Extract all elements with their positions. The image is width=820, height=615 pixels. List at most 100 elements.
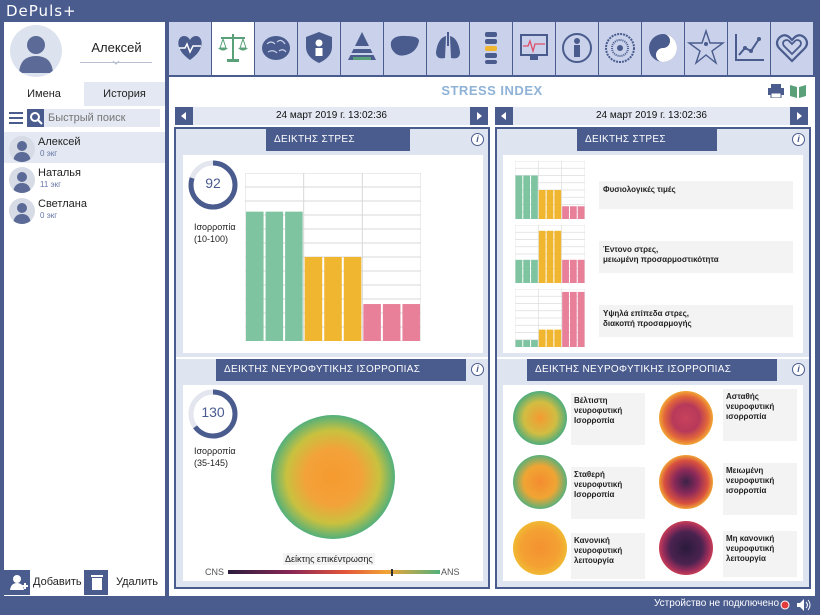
ecg-monitor-icon [520,34,548,60]
delete-button[interactable]: Удалить [108,570,165,595]
toolbar-button-yin-yang[interactable] [642,22,684,75]
toolbar-button-heart-pulse[interactable] [169,22,211,75]
toolbar-button-brain[interactable] [255,22,297,75]
chevron-left-icon [501,112,506,120]
mini-bar [569,206,577,219]
balance-body: 130 Ισορροπία (35-145) Δείκτης επικέντρωσ… [183,385,483,581]
toolbar-button-body[interactable] [556,22,598,75]
print-icon[interactable] [768,84,784,98]
bar-7 [363,304,381,341]
toolbar-button-spine[interactable] [470,22,512,75]
date-label: 24 март 2019 г. 13:02:36 [596,110,707,121]
prev-button[interactable] [495,107,513,125]
list-item[interactable]: Наталья 11 экг [4,163,165,194]
pyramid-icon [348,32,376,60]
bar-2 [265,211,284,341]
legend-text: Μη κανονική νευροφυτική λειτουργία [723,531,797,577]
bar-3 [285,211,303,341]
toolbar-button-shield-person[interactable] [298,22,340,75]
balance-value: 130 [201,404,225,420]
stress-legend-body: Φυσιολογικές τιμές Έντονο στρες, μειωμένη… [503,155,803,353]
avatar [9,167,35,193]
mini-bar [554,329,562,347]
search-input[interactable] [44,109,160,127]
legend-text: Υψηλά επίπεδα στρες, διακοπή προσαρμογής [599,305,793,337]
toolbar-button-ecg-monitor[interactable] [513,22,555,75]
stress-legend-header: ΔΕΙΚΤΗΣ ΣΤΡΕΣ [577,129,717,151]
menu-icon[interactable] [9,112,23,124]
next-button[interactable] [470,107,488,125]
body-icon [562,33,592,63]
chevron-right-icon [477,112,482,120]
tab-names[interactable]: Имена [4,82,84,106]
patient-ecg-count: 11 экг [40,180,62,189]
toolbar-button-scales[interactable] [212,22,254,75]
mini-bar [515,259,523,283]
status-dot-icon [780,600,790,610]
mini-chart-very-high [515,289,585,347]
legend-text: Μειωμένη νευροφυτική ισορροπία [723,463,797,515]
patient-ecg-count: 0 экг [40,211,58,220]
stress-section: ΔΕΙΚΤΗΣ ΣΤΡΕΣ i 92 Ισορροπία (10-100) [176,129,488,357]
avatar[interactable] [10,25,62,77]
list-item[interactable]: Светлана 0 экг [4,194,165,225]
mini-bar [538,230,546,283]
book-icon[interactable] [790,84,806,98]
toolbar-button-lungs[interactable] [427,22,469,75]
bar-9 [402,304,420,341]
info-icon[interactable]: i [792,363,805,376]
info-icon[interactable]: i [792,133,805,146]
mini-bar [531,340,538,347]
toolbar-button-heart-logo[interactable] [771,22,813,75]
mini-bar [546,329,554,347]
mini-bar [569,291,577,347]
search-button[interactable] [27,109,45,127]
right-legend-panel: ΔΕΙΚΤΗΣ ΣΤΡΕΣ i Φυσιολογικές τιμές Έντον… [495,127,811,589]
stress-value: 92 [205,175,221,191]
legend-text: Κανονική νευροφυτική λειτουργία [571,533,645,579]
add-user-icon[interactable] [6,570,30,595]
mini-bar [562,206,569,219]
info-icon[interactable]: i [471,363,484,376]
mini-bar [523,175,531,219]
list-item[interactable]: Алексей 0 экг [4,132,165,163]
next-button[interactable] [790,107,808,125]
heart-pulse-icon [178,36,202,60]
legend-circle-unstable [659,391,713,445]
info-icon[interactable]: i [471,133,484,146]
patient-name: Светлана [38,198,87,210]
tab-history[interactable]: История [84,82,165,106]
mini-chart-high [515,225,585,283]
toolbar-button-trend-chart[interactable] [728,22,770,75]
add-button[interactable]: Добавить [30,570,84,595]
user-name: Алексей [91,40,142,55]
tab-row: Имена История [4,82,165,106]
toolbar-button-mandala[interactable] [599,22,641,75]
user-box: Алексей [4,22,165,78]
speaker-icon[interactable] [796,598,812,612]
trend-chart-icon [735,34,764,61]
toolbar-button-liver[interactable] [384,22,426,75]
prev-button[interactable] [175,107,193,125]
toolbar-button-star-figure[interactable] [685,22,727,75]
balance-legend-header: ΔΕΙΚΤΗΣ ΝΕΥΡΟΦΥΤΙΚΗΣ ΙΣΟΡΡΟΠΙΑΣ [527,359,777,381]
scale-title: Δείκτης επικέντρωσης [283,553,375,565]
legend-circle-optimal [513,391,567,445]
chevron-down-icon[interactable] [112,60,120,66]
stress-bar-chart [245,173,421,341]
trash-icon[interactable] [86,570,108,595]
mandala-icon [605,33,635,63]
scale-left-label: CNS [205,567,225,577]
mini-bar [554,230,562,283]
stress-label: Ισορροπία (10-100) [194,222,236,244]
legend-text: Έντονο στρες, μειωμένη προσαρμοστικότητα [599,241,793,273]
balance-header: ΔΕΙΚΤΗΣ ΝΕΥΡΟΦΥΤΙΚΗΣ ΙΣΟΡΡΟΠΙΑΣ [216,359,466,381]
chevron-right-icon [797,112,802,120]
toolbar-button-pyramid[interactable] [341,22,383,75]
lungs-icon [436,32,460,59]
star-figure-icon [686,28,726,66]
stress-legend-section: ΔΕΙΚΤΗΣ ΣΤΡΕΣ i Φυσιολογικές τιμές Έντον… [497,129,809,357]
bar-1 [246,211,264,341]
date-selector-left: 24 март 2019 г. 13:02:36 [175,107,488,125]
spine-icon [485,32,497,64]
